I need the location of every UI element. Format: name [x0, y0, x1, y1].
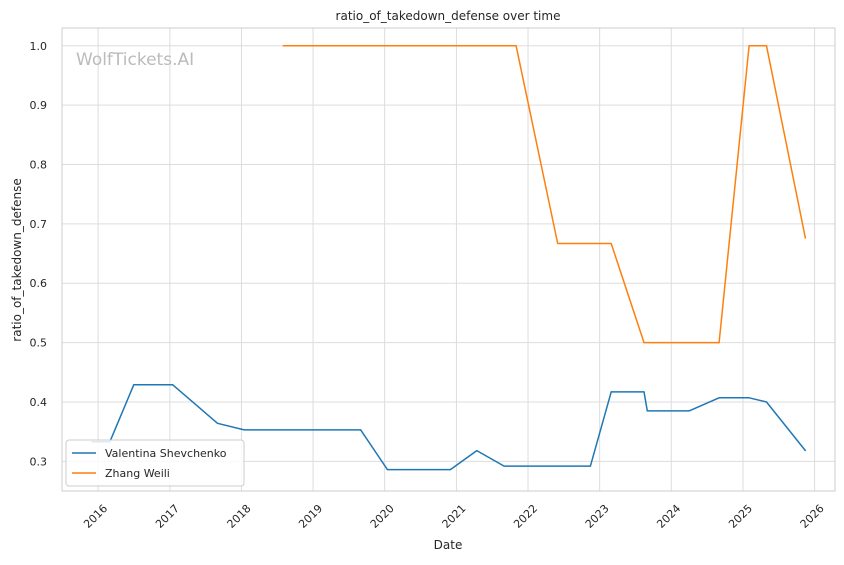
data-point-valentina-shevchenko	[643, 391, 645, 393]
watermark: WolfTickets.AI	[76, 50, 194, 70]
series-layer	[91, 45, 807, 471]
data-point-zhang-weili	[748, 45, 750, 47]
legend-box	[65, 439, 245, 487]
data-point-zhang-weili	[282, 45, 284, 47]
data-point-valentina-shevchenko	[765, 401, 768, 403]
data-point-zhang-weili	[610, 242, 612, 245]
series-line-valentina-shevchenko	[92, 383, 806, 471]
data-point-valentina-shevchenko	[646, 410, 648, 412]
y-tick-labels: 0.3 0.4 0.5 0.6 0.7 0.8 0.9 1.0	[30, 40, 48, 469]
data-point-valentina-shevchenko	[360, 429, 362, 431]
y-tick-label: 0.5	[30, 337, 48, 350]
y-tick-label: 0.8	[30, 159, 48, 172]
y-tick-label: 0.7	[30, 218, 48, 231]
x-axis-label: Date	[434, 538, 463, 552]
data-point-valentina-shevchenko	[243, 429, 245, 431]
y-tick-label: 1.0	[30, 40, 48, 53]
plot-frame	[61, 27, 836, 492]
data-point-zhang-weili	[765, 45, 768, 47]
legend-label-valentina-shevchenko: Valentina Shevchenko	[105, 447, 227, 460]
grid	[62, 28, 835, 491]
data-point-valentina-shevchenko	[476, 450, 478, 452]
y-tick-label: 0.6	[30, 277, 48, 290]
data-point-valentina-shevchenko	[172, 384, 174, 386]
data-point-valentina-shevchenko	[216, 422, 219, 424]
data-point-zhang-weili	[557, 242, 559, 245]
data-point-zhang-weili	[718, 342, 720, 344]
y-axis-label: ratio_of_takedown_defense	[10, 178, 24, 341]
y-tick-label: 0.3	[30, 455, 48, 468]
data-point-valentina-shevchenko	[748, 397, 750, 399]
chart-title: ratio_of_takedown_defense over time	[336, 9, 561, 23]
data-point-valentina-shevchenko	[449, 469, 451, 471]
data-point-zhang-weili	[643, 342, 645, 344]
y-tick-label: 0.4	[30, 396, 48, 409]
legend: Valentina Shevchenko Zhang Weili	[65, 439, 245, 487]
y-tick-label: 0.9	[30, 99, 48, 112]
data-point-valentina-shevchenko	[610, 391, 612, 393]
data-point-zhang-weili	[804, 237, 807, 239]
data-point-valentina-shevchenko	[688, 410, 690, 412]
data-point-valentina-shevchenko	[718, 397, 720, 399]
data-point-valentina-shevchenko	[133, 384, 135, 386]
data-point-valentina-shevchenko	[386, 469, 388, 471]
data-point-zhang-weili	[515, 45, 517, 47]
legend-label-zhang-weili: Zhang Weili	[105, 467, 170, 480]
data-point-valentina-shevchenko	[804, 450, 807, 452]
data-point-valentina-shevchenko	[503, 465, 505, 467]
data-point-valentina-shevchenko	[589, 465, 592, 467]
